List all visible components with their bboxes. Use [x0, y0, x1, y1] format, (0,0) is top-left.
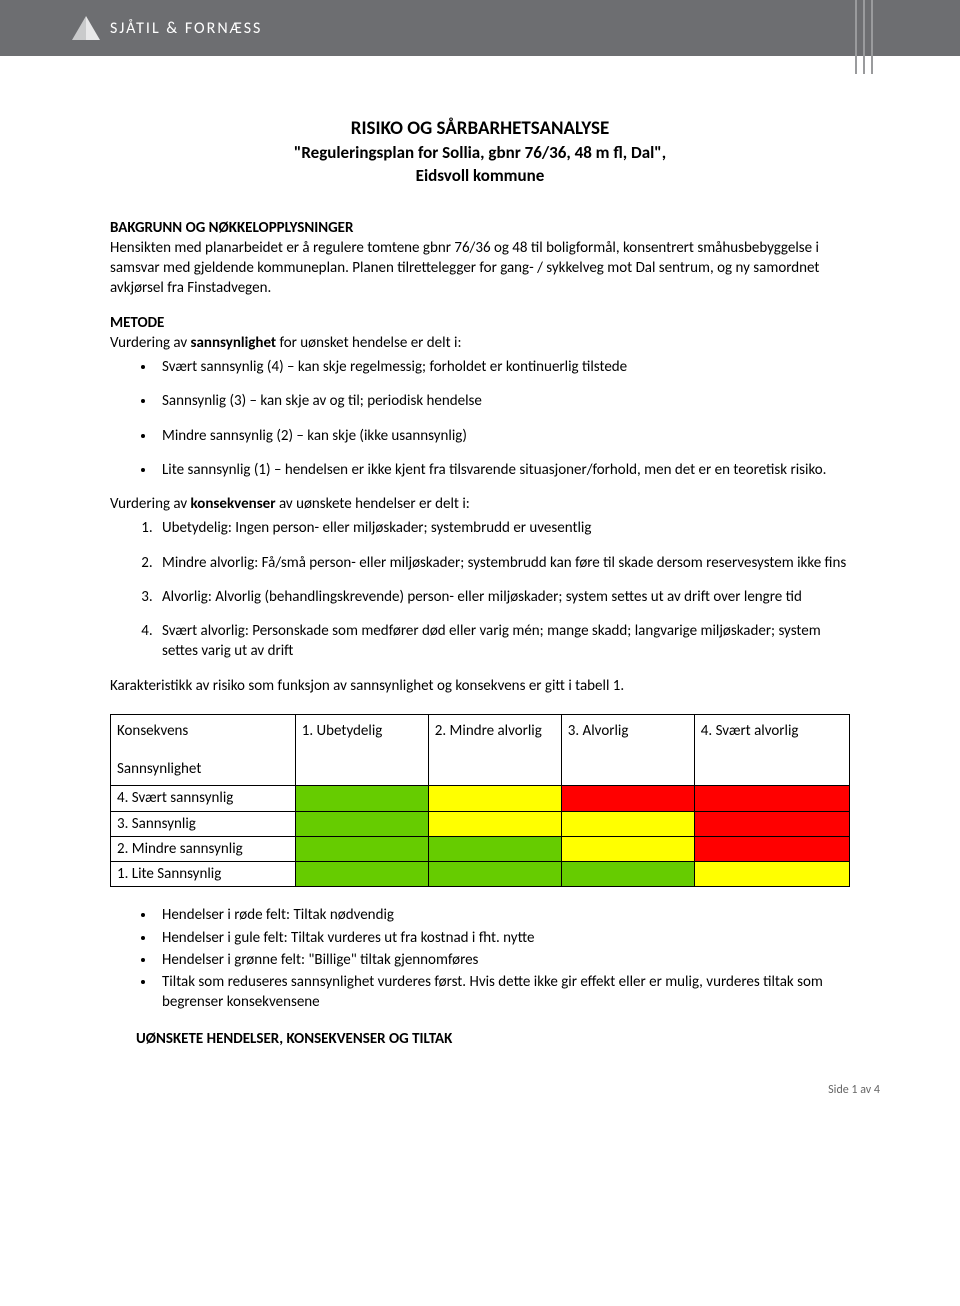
risk-cell — [428, 862, 561, 887]
bakgrunn-heading: BAKGRUNN OG NØKKELOPPLYSNINGER — [110, 218, 850, 238]
logo-triangles-icon — [72, 16, 100, 40]
risk-cell — [428, 836, 561, 861]
legend-item: Tiltak som reduseres sannsynlighet vurde… — [156, 972, 850, 1013]
table-row: 3. Sannsynlig — [111, 811, 850, 836]
row-label: 1. Lite Sannsynlig — [111, 862, 296, 887]
row-label: 3. Sannsynlig — [111, 811, 296, 836]
risk-cell — [694, 836, 849, 861]
risk-cell — [428, 811, 561, 836]
table-row: 4. Svært sannsynlig — [111, 786, 850, 811]
konsekvens-item: Svært alvorlig: Personskade som medfører… — [156, 621, 850, 662]
sannsynlighet-item: Sannsynlig (3) – kan skje av og til; per… — [156, 391, 850, 411]
risk-cell — [295, 811, 428, 836]
legend-list: Hendelser i røde felt: Tiltak nødvendig H… — [156, 905, 850, 1012]
risk-cell — [428, 786, 561, 811]
col-header-2: 2. Mindre alvorlig — [428, 714, 561, 786]
sub-title-1: "Reguleringsplan for Sollia, gbnr 76/36,… — [110, 142, 850, 165]
kons-suffix: av uønskete hendelser er delt i: — [276, 495, 470, 513]
karakteristikk-text: Karakteristikk av risiko som funksjon av… — [110, 676, 850, 696]
col-header-3: 3. Alvorlig — [561, 714, 694, 786]
risk-cell — [694, 811, 849, 836]
row-label: 4. Svært sannsynlig — [111, 786, 296, 811]
header-logo: SJÅTIL & FORNÆSS — [72, 16, 262, 40]
sub-title-2: Eidsvoll kommune — [110, 165, 850, 188]
legend-item: Hendelser i grønne felt: "Billige" tilta… — [156, 950, 850, 970]
konsekvens-item: Alvorlig: Alvorlig (behandlingskrevende)… — [156, 587, 850, 607]
col-header-1: 1. Ubetydelig — [295, 714, 428, 786]
table-header-row: Konsekvens Sannsynlighet 1. Ubetydelig 2… — [111, 714, 850, 786]
risk-cell — [295, 786, 428, 811]
sannsynlighet-item: Svært sannsynlig (4) – kan skje regelmes… — [156, 357, 850, 377]
risk-cell — [561, 862, 694, 887]
konsekvens-list: Ubetydelig: Ingen person- eller miljøska… — [156, 518, 850, 661]
intro-suffix: for uønsket hendelse er delt i: — [276, 334, 461, 352]
col-header-4: 4. Svært alvorlig — [694, 714, 849, 786]
metode-heading: METODE — [110, 313, 850, 333]
sannsynlighet-list: Svært sannsynlig (4) – kan skje regelmes… — [156, 357, 850, 480]
konsekvens-item: Ubetydelig: Ingen person- eller miljøska… — [156, 518, 850, 538]
bakgrunn-section: BAKGRUNN OG NØKKELOPPLYSNINGER Hensikten… — [110, 218, 850, 299]
row-label: 2. Mindre sannsynlig — [111, 836, 296, 861]
risk-cell — [694, 786, 849, 811]
header-lines-icon — [850, 0, 890, 74]
kons-prefix: Vurdering av — [110, 495, 191, 513]
corner-bottom: Sannsynlighet — [117, 759, 289, 779]
brand-text: SJÅTIL & FORNÆSS — [110, 19, 262, 38]
table-row: 2. Mindre sannsynlig — [111, 836, 850, 861]
legend-item: Hendelser i røde felt: Tiltak nødvendig — [156, 905, 850, 925]
page-content: RISIKO OG SÅRBARHETSANALYSE "Regulerings… — [0, 56, 960, 1069]
page-footer: Side 1 av 4 — [0, 1069, 960, 1117]
sannsynlighet-intro: Vurdering av sannsynlighet for uønsket h… — [110, 333, 850, 353]
konsekvens-intro: Vurdering av konsekvenser av uønskete he… — [110, 494, 850, 514]
header-bar: SJÅTIL & FORNÆSS — [0, 0, 960, 56]
risk-matrix-table: Konsekvens Sannsynlighet 1. Ubetydelig 2… — [110, 714, 850, 888]
bakgrunn-text: Hensikten med planarbeidet er å regulere… — [110, 238, 850, 299]
final-heading: UØNSKETE HENDELSER, KONSEKVENSER OG TILT… — [136, 1029, 850, 1049]
main-title: RISIKO OG SÅRBARHETSANALYSE — [110, 116, 850, 142]
table-corner-cell: Konsekvens Sannsynlighet — [111, 714, 296, 786]
metode-section: METODE Vurdering av sannsynlighet for uø… — [110, 313, 850, 696]
kons-bold: konsekvenser — [191, 495, 276, 513]
risk-cell — [295, 862, 428, 887]
sannsynlighet-item: Mindre sannsynlig (2) – kan skje (ikke u… — [156, 426, 850, 446]
table-row: 1. Lite Sannsynlig — [111, 862, 850, 887]
risk-cell — [561, 786, 694, 811]
konsekvens-item: Mindre alvorlig: Få/små person- eller mi… — [156, 553, 850, 573]
risk-cell — [561, 811, 694, 836]
risk-cell — [561, 836, 694, 861]
legend-item: Hendelser i gule felt: Tiltak vurderes u… — [156, 928, 850, 948]
sannsynlighet-item: Lite sannsynlig (1) – hendelsen er ikke … — [156, 460, 850, 480]
title-block: RISIKO OG SÅRBARHETSANALYSE "Regulerings… — [110, 116, 850, 188]
intro-bold: sannsynlighet — [191, 334, 277, 352]
corner-top: Konsekvens — [117, 721, 289, 741]
risk-cell — [295, 836, 428, 861]
risk-cell — [694, 862, 849, 887]
intro-prefix: Vurdering av — [110, 334, 191, 352]
